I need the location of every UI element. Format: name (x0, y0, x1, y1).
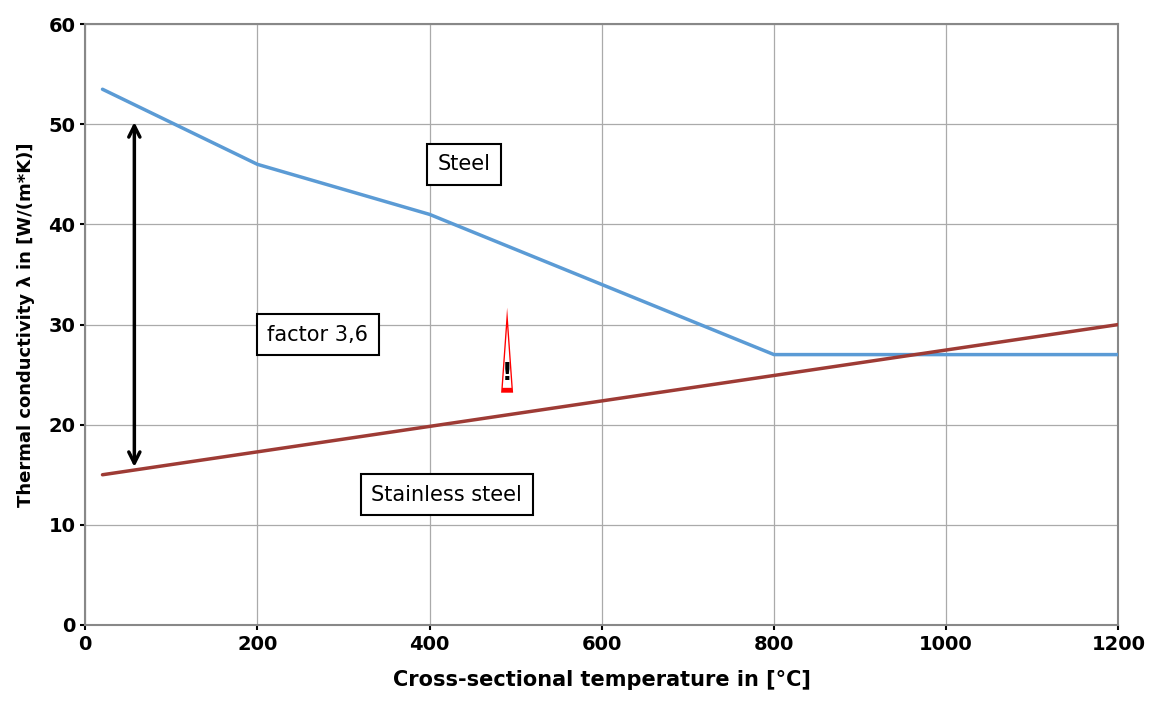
Text: Stainless steel: Stainless steel (372, 485, 522, 505)
Text: factor 3,6: factor 3,6 (267, 325, 368, 344)
Polygon shape (501, 308, 514, 392)
Polygon shape (503, 327, 511, 388)
X-axis label: Cross-sectional temperature in [°C]: Cross-sectional temperature in [°C] (393, 670, 811, 690)
Text: Steel: Steel (438, 154, 490, 175)
Y-axis label: Thermal conductivity λ in [W/(m*K)]: Thermal conductivity λ in [W/(m*K)] (16, 142, 35, 507)
Text: !: ! (502, 361, 512, 385)
